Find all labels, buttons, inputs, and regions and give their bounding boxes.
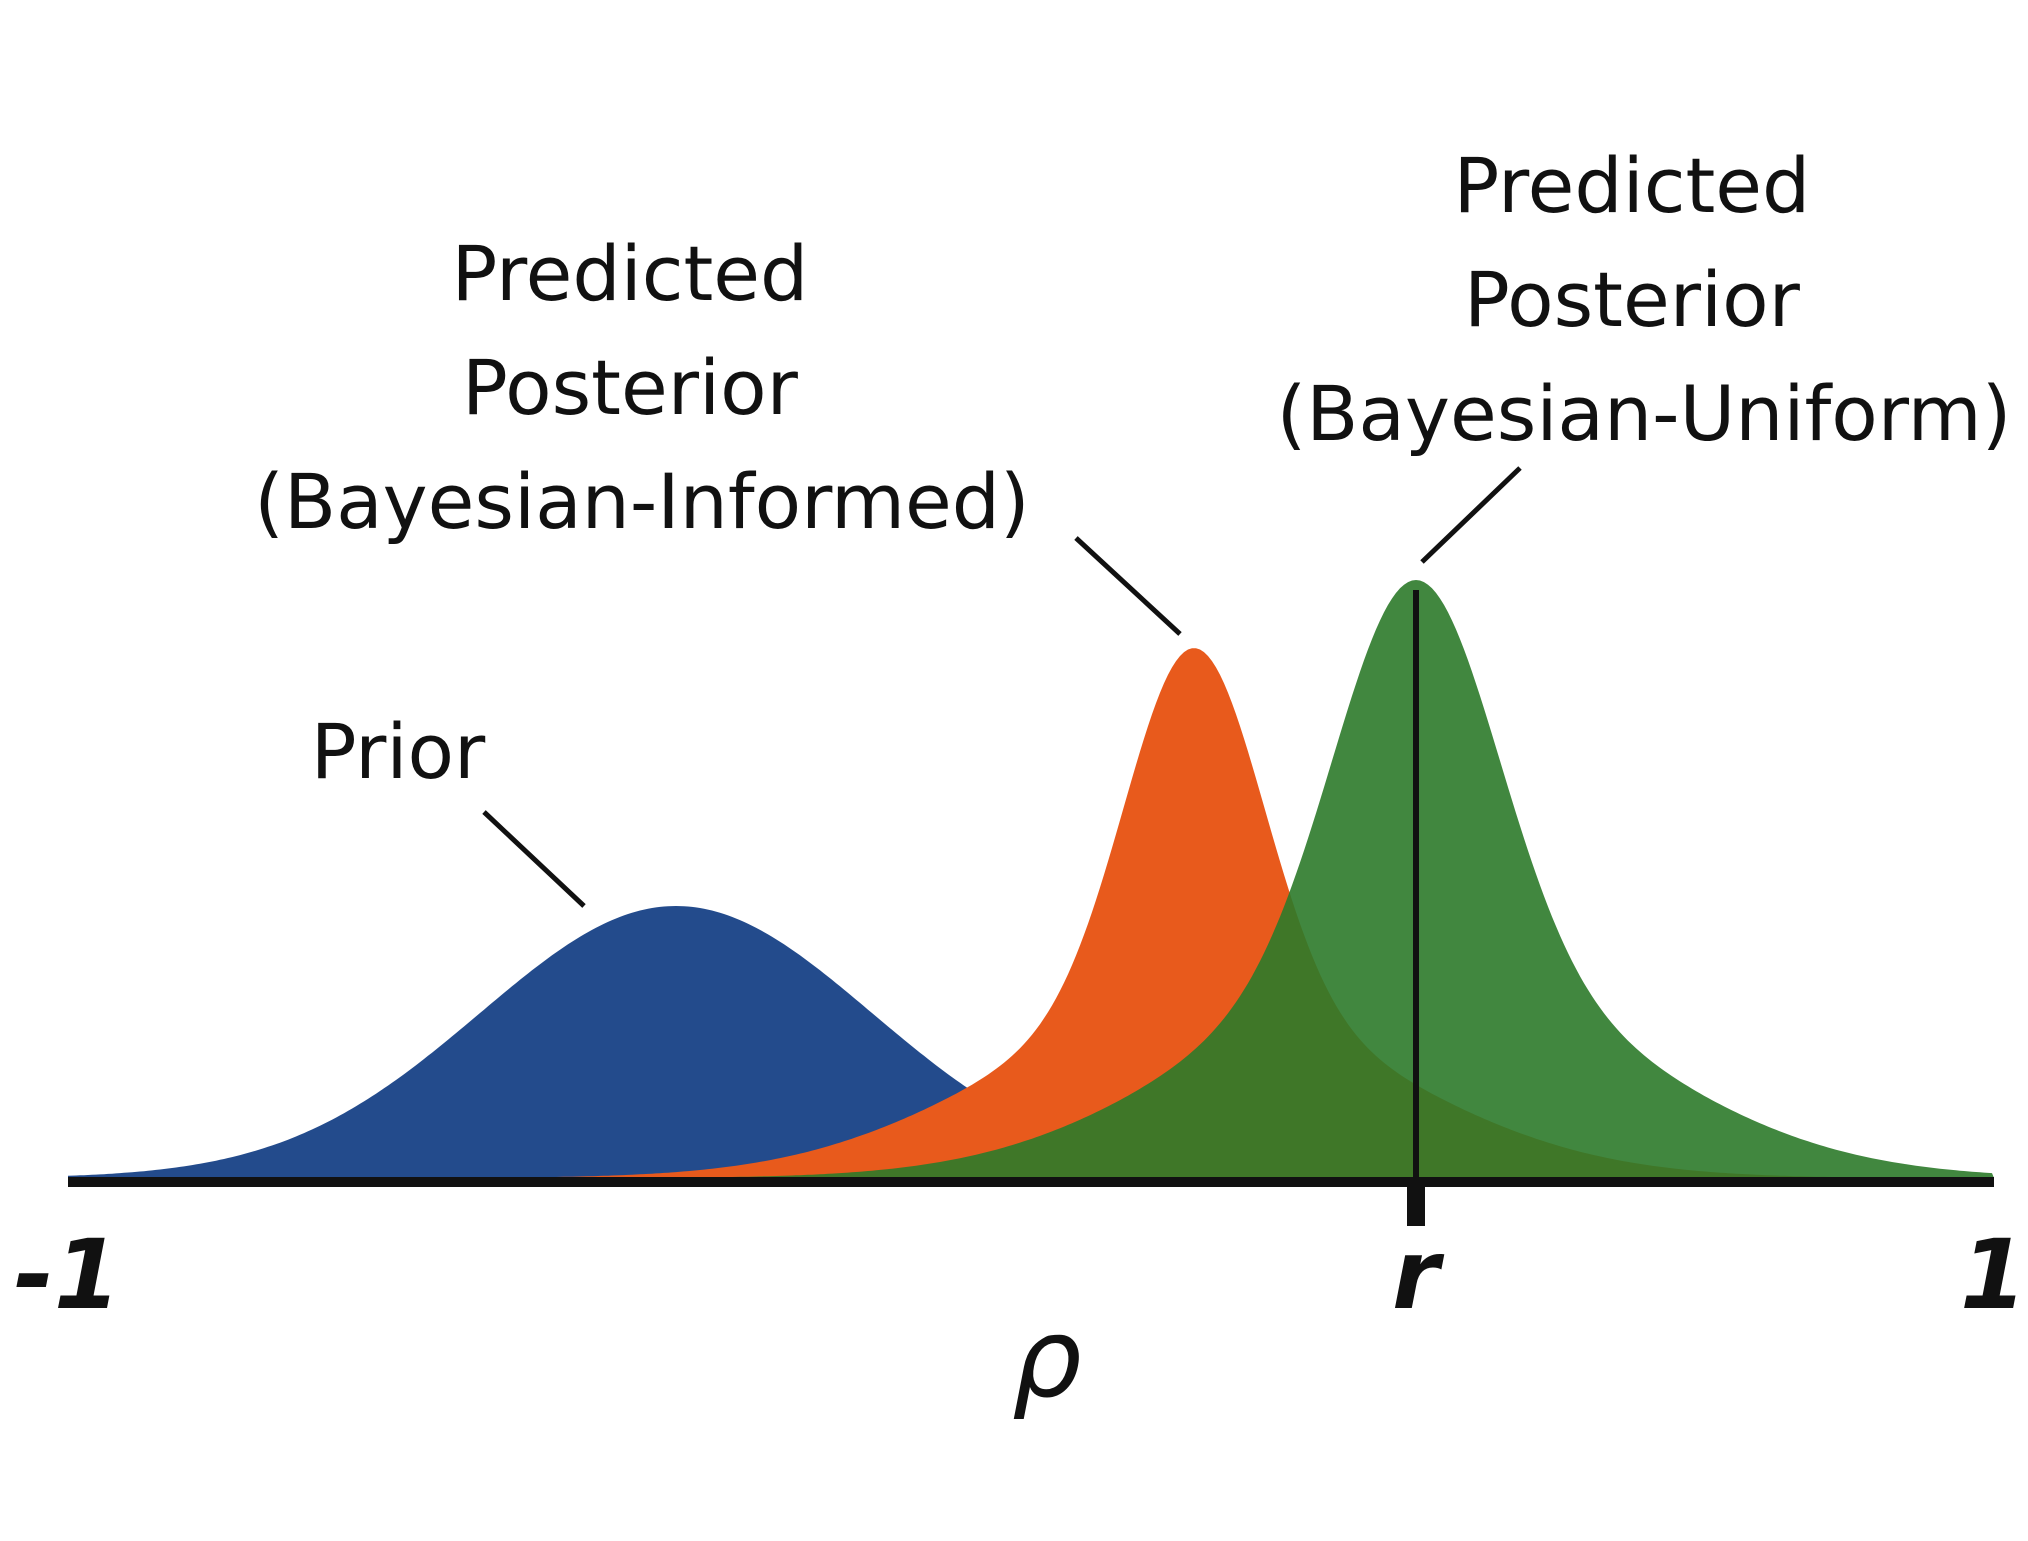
informed-posterior-label: Predicted Posterior (Bayesian-Informed): [254, 229, 1029, 546]
prior-pointer: [482, 810, 586, 908]
uniform-pointer: [1420, 466, 1522, 564]
uniform-posterior-label: Predicted Posterior (Bayesian-Uniform): [1277, 141, 2012, 458]
informed-label-line-1: Predicted: [452, 229, 809, 318]
uniform-label-line-2: Posterior: [1464, 255, 1801, 344]
uniform-label-line-3: (Bayesian-Uniform): [1277, 369, 2012, 458]
axis-variable-label: ρ: [1012, 1294, 1082, 1422]
informed-pointer: [1074, 536, 1182, 636]
prior-curve: [68, 906, 1994, 1178]
informed-label-line-2: Posterior: [462, 343, 799, 432]
x-max-label: 1: [1960, 1219, 2027, 1331]
informed-label-line-3: (Bayesian-Informed): [254, 457, 1029, 546]
uniform-posterior-curve: [68, 580, 1994, 1178]
r-label: r: [1392, 1219, 1445, 1331]
informed-posterior-curve: [68, 648, 1994, 1178]
uniform-label-line-1: Predicted: [1454, 141, 1811, 230]
x-min-label: -1: [14, 1219, 121, 1331]
prior-label: Prior: [311, 707, 486, 796]
